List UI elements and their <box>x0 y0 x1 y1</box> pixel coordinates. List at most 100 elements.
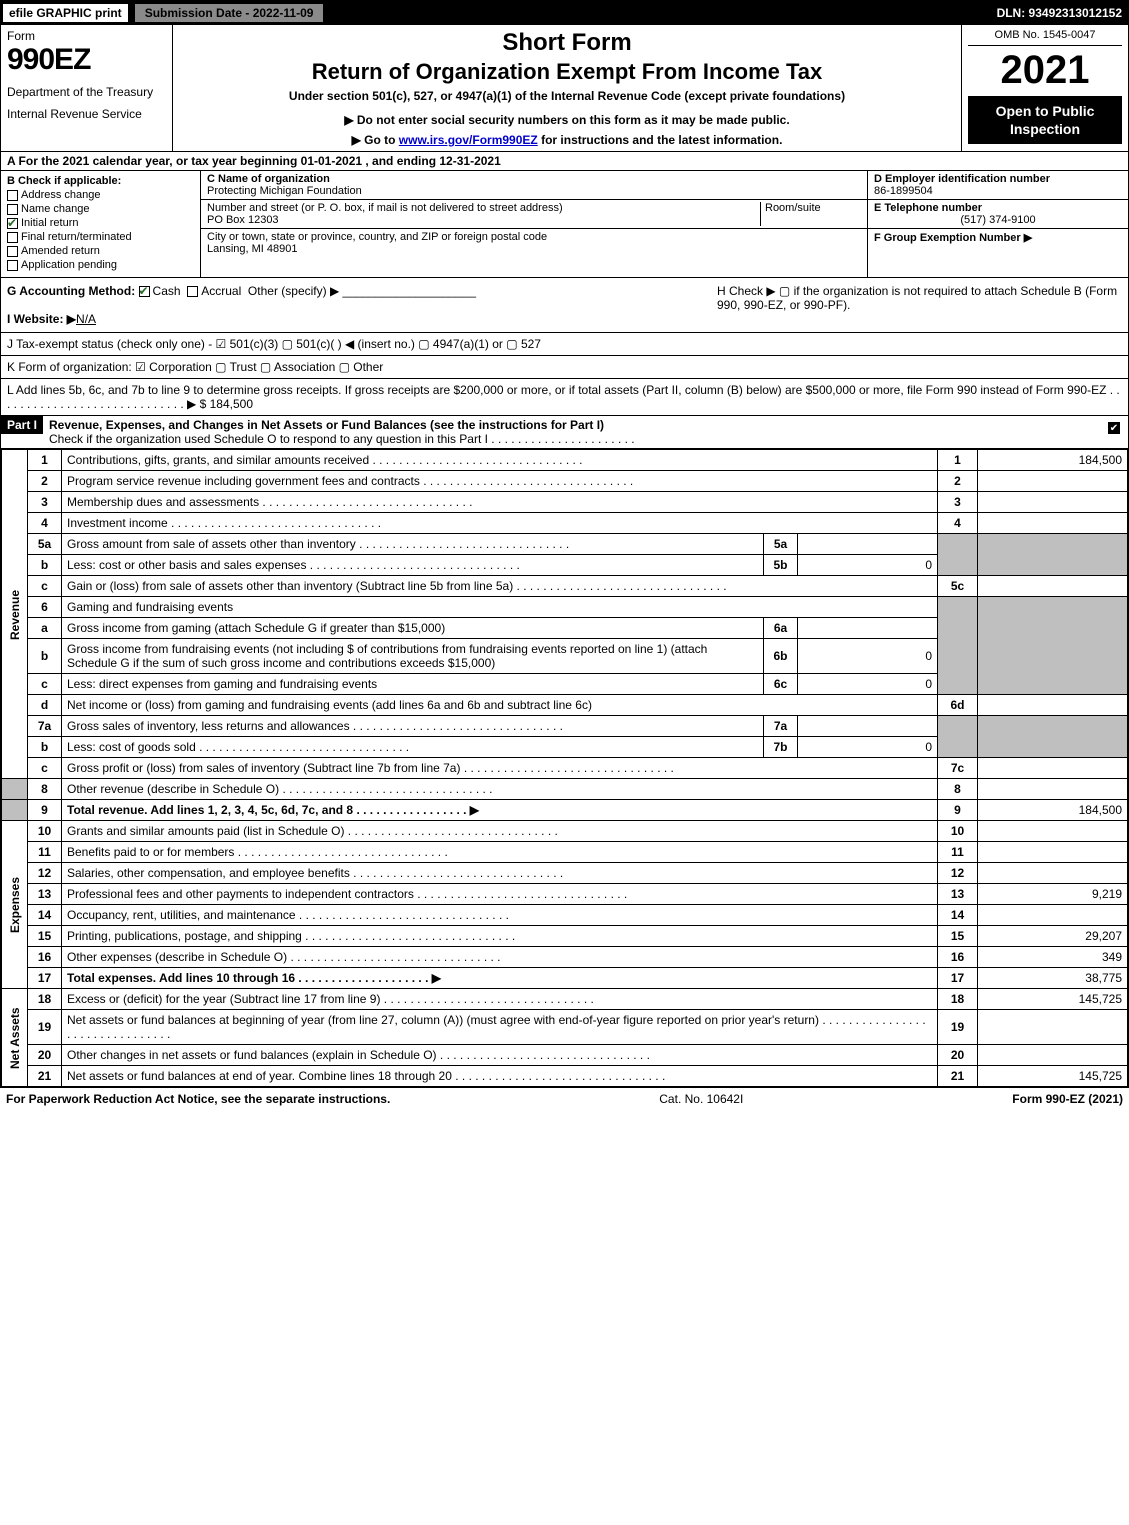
header-left: Form 990EZ Department of the Treasury In… <box>1 25 173 151</box>
rev-spacer <box>2 779 28 800</box>
line-19-num: 19 <box>28 1010 62 1045</box>
line-6c-mini: 6c <box>764 674 798 695</box>
cb-initial-return[interactable]: Initial return <box>7 217 194 229</box>
goto-pre: ▶ Go to <box>352 133 399 147</box>
line-21-desc: Net assets or fund balances at end of ye… <box>67 1069 665 1083</box>
line-17-num: 17 <box>28 968 62 989</box>
row-l-gross: L Add lines 5b, 6c, and 7b to line 9 to … <box>1 379 1128 416</box>
submission-date: Submission Date - 2022-11-09 <box>134 3 325 23</box>
line-9-ref: 9 <box>938 800 978 821</box>
line-3-num: 3 <box>28 492 62 513</box>
line-6a-minival <box>798 618 938 639</box>
dept-irs: Internal Revenue Service <box>7 107 166 121</box>
b-header: B Check if applicable: <box>7 175 194 187</box>
line-21-value: 145,725 <box>978 1066 1128 1087</box>
return-title: Return of Organization Exempt From Incom… <box>183 59 951 85</box>
line-5c-num: c <box>28 576 62 597</box>
group-exemption-label: F Group Exemption Number ▶ <box>874 232 1032 244</box>
line-19-desc: Net assets or fund balances at beginning… <box>67 1013 926 1041</box>
line-6c-minival: 0 <box>798 674 938 695</box>
part-i-header: Part I Revenue, Expenses, and Changes in… <box>1 416 1128 449</box>
line-5c-desc: Gain or (loss) from sale of assets other… <box>67 579 727 593</box>
cb-initial-return-label: Initial return <box>21 217 78 229</box>
line-4-num: 4 <box>28 513 62 534</box>
line-3-desc: Membership dues and assessments <box>67 495 472 509</box>
cb-cash[interactable] <box>139 286 150 297</box>
line-5b-mini: 5b <box>764 555 798 576</box>
line-6b-desc: Gross income from fundraising events (no… <box>62 639 764 674</box>
under-section: Under section 501(c), 527, or 4947(a)(1)… <box>183 89 951 103</box>
line-4-ref: 4 <box>938 513 978 534</box>
line-5a-num: 5a <box>28 534 62 555</box>
line-6d-desc: Net income or (loss) from gaming and fun… <box>62 695 938 716</box>
c-addr-label: Number and street (or P. O. box, if mail… <box>207 202 563 214</box>
d-ein-row: D Employer identification number 86-1899… <box>868 171 1128 200</box>
line-6c-desc: Less: direct expenses from gaming and fu… <box>62 674 764 695</box>
line-19-ref: 19 <box>938 1010 978 1045</box>
line-12-num: 12 <box>28 863 62 884</box>
line-6-desc: Gaming and fundraising events <box>62 597 938 618</box>
tel-value: (517) 374-9100 <box>874 214 1122 226</box>
c-name-label: C Name of organization <box>207 173 330 185</box>
irs-link[interactable]: www.irs.gov/Form990EZ <box>399 133 538 147</box>
line-14-ref: 14 <box>938 905 978 926</box>
c-addr-row: Number and street (or P. O. box, if mail… <box>201 200 867 229</box>
d-tel-row: E Telephone number (517) 374-9100 <box>868 200 1128 229</box>
block-g-h: G Accounting Method: Cash Accrual Other … <box>1 278 1128 333</box>
line-5a-mini: 5a <box>764 534 798 555</box>
efile-print-label[interactable]: efile GRAPHIC print <box>3 4 128 22</box>
line-7a-minival <box>798 716 938 737</box>
line-7c-ref: 7c <box>938 758 978 779</box>
line-11-desc: Benefits paid to or for members <box>67 845 448 859</box>
line-15-desc: Printing, publications, postage, and shi… <box>67 929 515 943</box>
cb-name-change[interactable]: Name change <box>7 203 194 215</box>
line-10-desc: Grants and similar amounts paid (list in… <box>67 824 558 838</box>
tax-year: 2021 <box>968 50 1122 90</box>
goto-instructions: ▶ Go to www.irs.gov/Form990EZ for instru… <box>183 133 951 147</box>
tel-label: E Telephone number <box>874 202 982 214</box>
cb-final-return[interactable]: Final return/terminated <box>7 231 194 243</box>
line-6d-num: d <box>28 695 62 716</box>
cb-final-return-label: Final return/terminated <box>21 231 132 243</box>
c-city-row: City or town, state or province, country… <box>201 229 867 257</box>
line-13-value: 9,219 <box>978 884 1128 905</box>
line-13-desc: Professional fees and other payments to … <box>67 887 627 901</box>
page-footer: For Paperwork Reduction Act Notice, see … <box>0 1088 1129 1110</box>
form-container: efile GRAPHIC print Submission Date - 20… <box>0 0 1129 1088</box>
line-5c-value <box>978 576 1128 597</box>
line-11-num: 11 <box>28 842 62 863</box>
cb-accrual[interactable] <box>187 286 198 297</box>
line-20-num: 20 <box>28 1045 62 1066</box>
cb-application-pending[interactable]: Application pending <box>7 259 194 271</box>
line-18-value: 145,725 <box>978 989 1128 1010</box>
line-5b-num: b <box>28 555 62 576</box>
short-form-title: Short Form <box>183 29 951 57</box>
org-name: Protecting Michigan Foundation <box>207 185 362 197</box>
line-6c-num: c <box>28 674 62 695</box>
line-11-ref: 11 <box>938 842 978 863</box>
line-20-value <box>978 1045 1128 1066</box>
line-17-desc: Total expenses. Add lines 10 through 16 … <box>67 971 441 985</box>
net-assets-side-label: Net Assets <box>2 989 28 1087</box>
line-5-grey <box>938 534 978 576</box>
g-label: G Accounting Method: <box>7 284 135 298</box>
cb-amended-return[interactable]: Amended return <box>7 245 194 257</box>
line-6-grey-val <box>978 597 1128 695</box>
form-label: Form <box>7 29 166 43</box>
line-1-value: 184,500 <box>978 450 1128 471</box>
ssn-warning: ▶ Do not enter social security numbers o… <box>183 113 951 127</box>
revenue-side-label: Revenue <box>2 450 28 779</box>
footer-cat-no: Cat. No. 10642I <box>390 1092 1012 1106</box>
line-1-desc: Contributions, gifts, grants, and simila… <box>67 453 583 467</box>
col-c-org-info: C Name of organization Protecting Michig… <box>201 171 868 277</box>
line-9-desc: Total revenue. Add lines 1, 2, 3, 4, 5c,… <box>67 803 479 817</box>
row-k-org-form: K Form of organization: ☑ Corporation ▢ … <box>1 356 1128 379</box>
cb-address-change[interactable]: Address change <box>7 189 194 201</box>
line-5b-minival: 0 <box>798 555 938 576</box>
line-9-num: 9 <box>28 800 62 821</box>
c-city-label: City or town, state or province, country… <box>207 231 547 243</box>
line-5a-minival <box>798 534 938 555</box>
line-8-num: 8 <box>28 779 62 800</box>
header-right: OMB No. 1545-0047 2021 Open to Public In… <box>962 25 1128 151</box>
other-line: ____________________ <box>343 284 476 298</box>
